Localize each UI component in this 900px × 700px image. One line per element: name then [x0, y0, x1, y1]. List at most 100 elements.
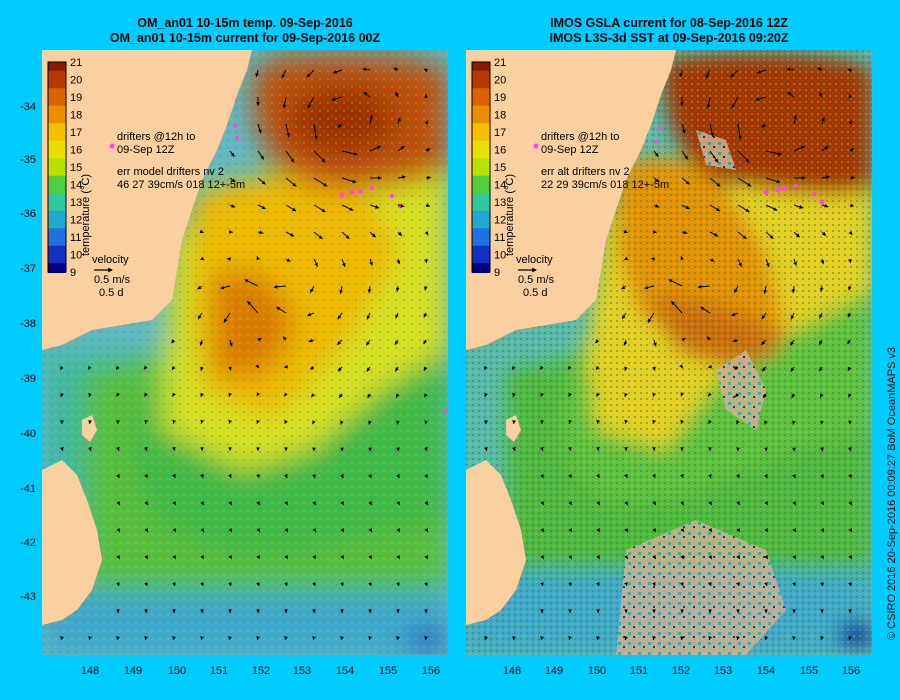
right-err-line2: 22 29 39cm/s 018 12+-5m [541, 179, 669, 191]
current-vector-head [736, 555, 740, 559]
current-vector-head [848, 555, 852, 559]
colorbar-tick-label: 15 [70, 162, 82, 174]
current-vector-head [424, 420, 428, 425]
current-vector-head [256, 528, 260, 532]
current-vector-head [172, 447, 176, 451]
left-drifters-line2: 09-Sep 12Z [117, 144, 175, 156]
colorbar-swatch [48, 123, 66, 142]
current-vector-head [367, 289, 372, 293]
current-vector-head [714, 232, 718, 237]
current-vector-head [368, 474, 372, 479]
left-title-line1: OM_an01 10-15m temp. 09-Sep-2016 [137, 16, 353, 30]
current-vector-head [819, 314, 823, 319]
current-vector-head [378, 176, 382, 180]
current-vector-head [680, 102, 684, 106]
left-map-panel: 21 20 19 18 17 16 15 14 13 12 11 10 9 temperature (°… [42, 50, 448, 655]
x-tick-label: 156 [841, 665, 861, 677]
current-vector-head [848, 501, 852, 505]
right-drifter-markers [533, 126, 825, 205]
colorbar-tick-label: 9 [494, 267, 500, 279]
current-vector-head [802, 176, 806, 180]
current-vector-head [228, 528, 232, 532]
current-vector-head [652, 636, 656, 640]
colorbar-swatch [472, 140, 490, 160]
current-vector-head [820, 528, 824, 532]
current-vector-head [172, 473, 176, 478]
current-vector-head [368, 501, 372, 505]
current-vector-head [396, 528, 400, 532]
current-vector-head [820, 260, 825, 265]
current-vector-head [716, 182, 721, 187]
current-vector-head [290, 232, 294, 237]
current-vector-head [820, 393, 824, 398]
current-vector-head [308, 338, 313, 343]
current-vector-head [228, 474, 232, 478]
current-vector-head [424, 68, 428, 73]
current-vector-head [88, 447, 92, 451]
current-vector-head [256, 256, 260, 261]
current-vector-head [668, 279, 673, 283]
current-vector-head [172, 501, 176, 505]
current-vector-head [396, 555, 400, 559]
current-vector-head [734, 365, 739, 370]
current-vector-head [172, 555, 176, 559]
current-vector-head [116, 582, 120, 586]
current-vector-head [736, 582, 740, 586]
current-vector-head [318, 235, 323, 239]
current-vector-head [847, 313, 852, 318]
current-vector-head [792, 636, 796, 640]
current-vector-head [172, 392, 176, 397]
current-vector-head [790, 341, 794, 346]
current-vector-head [706, 104, 711, 109]
current-vector-head [624, 419, 628, 424]
current-vector-head [256, 474, 260, 478]
current-vector-head [820, 420, 824, 425]
x-tick-label: 151 [629, 665, 649, 677]
current-vector-head [395, 92, 399, 96]
current-vector-head [708, 582, 712, 586]
right-map: 21 20 19 18 17 16 15 14 13 12 11 10 9 temperature (°… [466, 50, 872, 655]
colorbar-swatch [48, 210, 66, 230]
current-vector-head [247, 301, 251, 305]
colorbar-swatch [48, 175, 66, 195]
right-drifters-line2: 09-Sep 12Z [541, 144, 599, 156]
x-tick-label: 154 [756, 665, 776, 677]
current-vector-head [426, 148, 431, 152]
current-vector-head [708, 474, 712, 478]
current-vector-head [257, 338, 262, 342]
current-vector-head [116, 447, 120, 451]
current-vector-head [286, 133, 290, 137]
y-tick-label: -34 [20, 101, 36, 113]
current-vector-head [261, 205, 266, 209]
current-vector-head [848, 393, 852, 398]
current-vector-head [710, 133, 714, 137]
current-vector-head [484, 420, 488, 424]
current-vector-head [850, 148, 855, 152]
current-vector-head [596, 447, 600, 451]
current-vector-head [116, 474, 120, 478]
current-vector-head [342, 263, 346, 267]
current-vector-head [819, 287, 824, 292]
current-vector-head [314, 135, 318, 140]
current-vector-head [624, 636, 628, 640]
colorbar-swatch [472, 105, 490, 125]
current-vector-head [680, 419, 684, 424]
current-vector-head [340, 636, 344, 640]
current-vector-head [398, 231, 402, 236]
current-vector-head [200, 419, 204, 424]
current-vector-head [282, 104, 287, 109]
current-vector-head [848, 231, 853, 235]
current-vector-head [228, 392, 232, 397]
current-vector-head [340, 420, 344, 425]
current-vector-head [60, 447, 64, 451]
current-vector-head [284, 392, 288, 397]
current-vector-head [338, 367, 342, 372]
current-vector-head [424, 259, 428, 263]
current-vector-head [116, 528, 120, 532]
current-vector-head [307, 312, 312, 317]
colorbar-swatch [48, 105, 66, 125]
current-vector-head [681, 338, 686, 342]
colorbar-swatch [48, 140, 66, 160]
current-vector-head [764, 555, 768, 559]
current-vector-head [512, 636, 516, 640]
